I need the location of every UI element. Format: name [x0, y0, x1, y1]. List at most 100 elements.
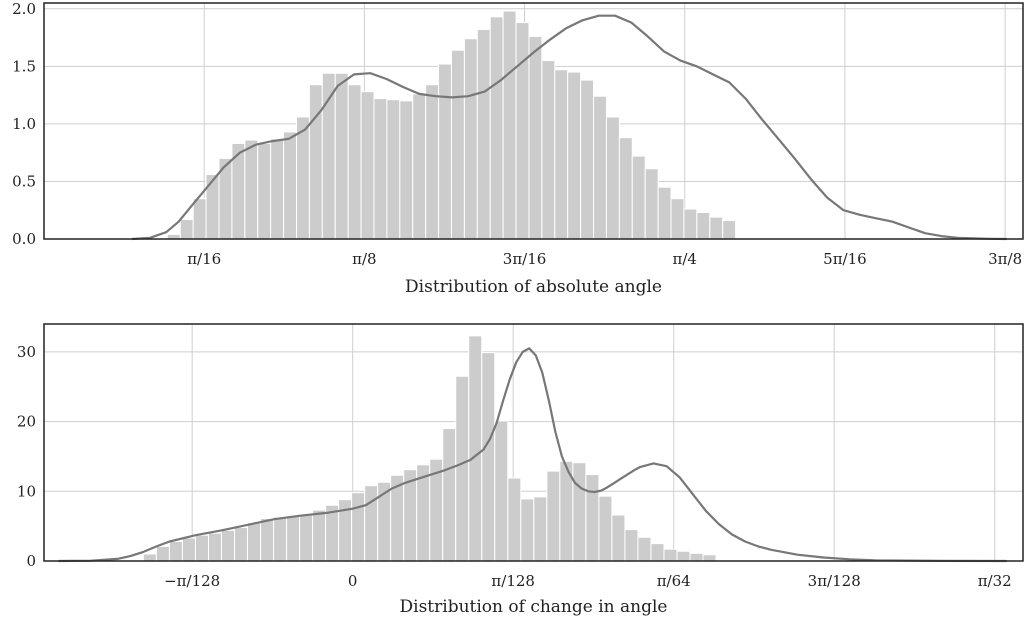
kde-curve: [58, 347, 1007, 563]
histogram-bar: [450, 49, 465, 240]
histogram-bar: [572, 462, 587, 562]
histogram-bar: [618, 137, 633, 240]
plot-frame: [43, 2, 1024, 240]
histogram-bar: [546, 470, 561, 562]
x-tick-label: 3π/128: [808, 572, 861, 590]
histogram-bar: [657, 186, 672, 240]
x-tick-label: −π/128: [164, 572, 220, 590]
histogram-bar: [689, 552, 704, 562]
histogram-bar: [442, 428, 457, 562]
histogram-bar: [234, 527, 249, 562]
histogram-bar: [244, 139, 259, 240]
y-tick-label: 0.0: [12, 230, 36, 248]
y-tick-label: 0: [26, 552, 36, 570]
y-tick-label: 10: [17, 482, 36, 500]
y-tick-label: 1.0: [12, 115, 36, 133]
histogram-bar: [257, 142, 272, 240]
x-tick-label: π/32: [978, 572, 1012, 590]
histogram-bar: [696, 212, 711, 240]
x-axis-label: Distribution of change in angle: [400, 597, 668, 617]
histogram-bar: [468, 335, 483, 562]
x-tick-label: π/128: [491, 572, 535, 590]
histogram-bar: [296, 116, 310, 240]
histogram-bar: [541, 60, 556, 240]
y-tick-label: 1.5: [12, 57, 36, 75]
histogram-bar: [270, 138, 285, 240]
histogram-bar: [351, 492, 366, 562]
histogram-bar: [637, 536, 652, 562]
y-tick-label: 2.0: [12, 0, 36, 18]
histogram-bars: [166, 10, 737, 240]
x-tick-label: π/16: [187, 250, 221, 268]
histogram-bar: [463, 38, 478, 240]
y-tick-label: 30: [17, 343, 36, 361]
x-tick-label: π/8: [352, 250, 376, 268]
histogram-bar: [554, 69, 569, 240]
histogram-bar: [515, 22, 530, 240]
histogram-bar: [168, 540, 183, 562]
histogram-bar: [489, 16, 504, 240]
histogram-bar: [598, 495, 613, 562]
histogram-bar: [308, 84, 323, 240]
histogram-bar: [286, 515, 301, 562]
histogram-bar: [142, 553, 157, 562]
histogram-bar: [520, 498, 535, 562]
histogram-bar: [624, 529, 639, 562]
histogram-bar: [425, 84, 440, 240]
histogram-bar: [663, 548, 678, 562]
x-axis-label: Distribution of absolute angle: [405, 277, 662, 297]
x-tick-label: π/4: [673, 250, 697, 268]
histogram-bar: [247, 522, 262, 562]
histogram-bar: [676, 550, 691, 562]
histogram-bars: [142, 335, 717, 562]
histogram-bar: [373, 98, 388, 240]
histogram-bar: [192, 198, 207, 240]
histogram-bar: [585, 474, 600, 562]
histogram-bar: [412, 93, 427, 240]
histogram-bar: [299, 514, 314, 562]
histogram-bar: [194, 534, 209, 562]
histogram-bar: [481, 352, 496, 562]
histogram-bar: [179, 218, 194, 240]
histogram-bar: [273, 516, 288, 562]
histogram-bar: [502, 10, 517, 240]
x-tick-label: π/64: [657, 572, 691, 590]
histogram-bar: [399, 100, 414, 240]
histogram-bar: [207, 532, 222, 562]
histogram-bar: [567, 71, 582, 240]
histogram-bar: [650, 543, 665, 562]
x-tick-label: 0: [348, 572, 358, 590]
chart-panel-1: 0.0 0.5 1.0 1.5 2.0 π/16 π/8 3π/16 π/4 5π/16 3π/8 D…: [12, 0, 1024, 297]
histogram-bar: [260, 517, 275, 562]
histogram-bar: [670, 198, 685, 240]
histogram-bar: [283, 131, 298, 240]
histogram-bar: [683, 208, 698, 240]
histogram-bar: [580, 79, 595, 240]
histogram-bar: [334, 72, 349, 240]
histogram-bar: [347, 84, 362, 240]
histogram-bar: [476, 28, 491, 240]
histogram-bar: [312, 509, 327, 562]
chart-panel-2: 0 10 20 30 −π/128 0 π/128 π/64 3π/128 π/32 Distrib…: [17, 323, 1024, 617]
kde-curve: [132, 14, 1007, 241]
plot-frame: [43, 323, 1024, 562]
histogram-bar: [438, 63, 452, 240]
histogram-bar: [533, 496, 548, 562]
histogram-bar: [360, 91, 375, 240]
histogram-bar: [494, 420, 509, 562]
histogram-bar: [528, 35, 543, 240]
y-tick-label: 0.5: [12, 172, 36, 190]
histogram-bar: [611, 514, 626, 562]
histogram-bar: [155, 545, 170, 562]
histogram-bar: [220, 529, 236, 562]
x-tick-label: 3π/16: [503, 250, 547, 268]
x-tick-label: 3π/8: [988, 250, 1022, 268]
histogram-bar: [722, 220, 737, 240]
histogram-bar: [364, 485, 379, 562]
y-tick-label: 20: [17, 413, 36, 431]
histogram-bar: [605, 116, 620, 240]
histogram-bar: [644, 168, 659, 240]
histogram-bar: [631, 155, 646, 240]
histogram-bar: [702, 554, 717, 562]
histogram-bar: [455, 375, 470, 562]
